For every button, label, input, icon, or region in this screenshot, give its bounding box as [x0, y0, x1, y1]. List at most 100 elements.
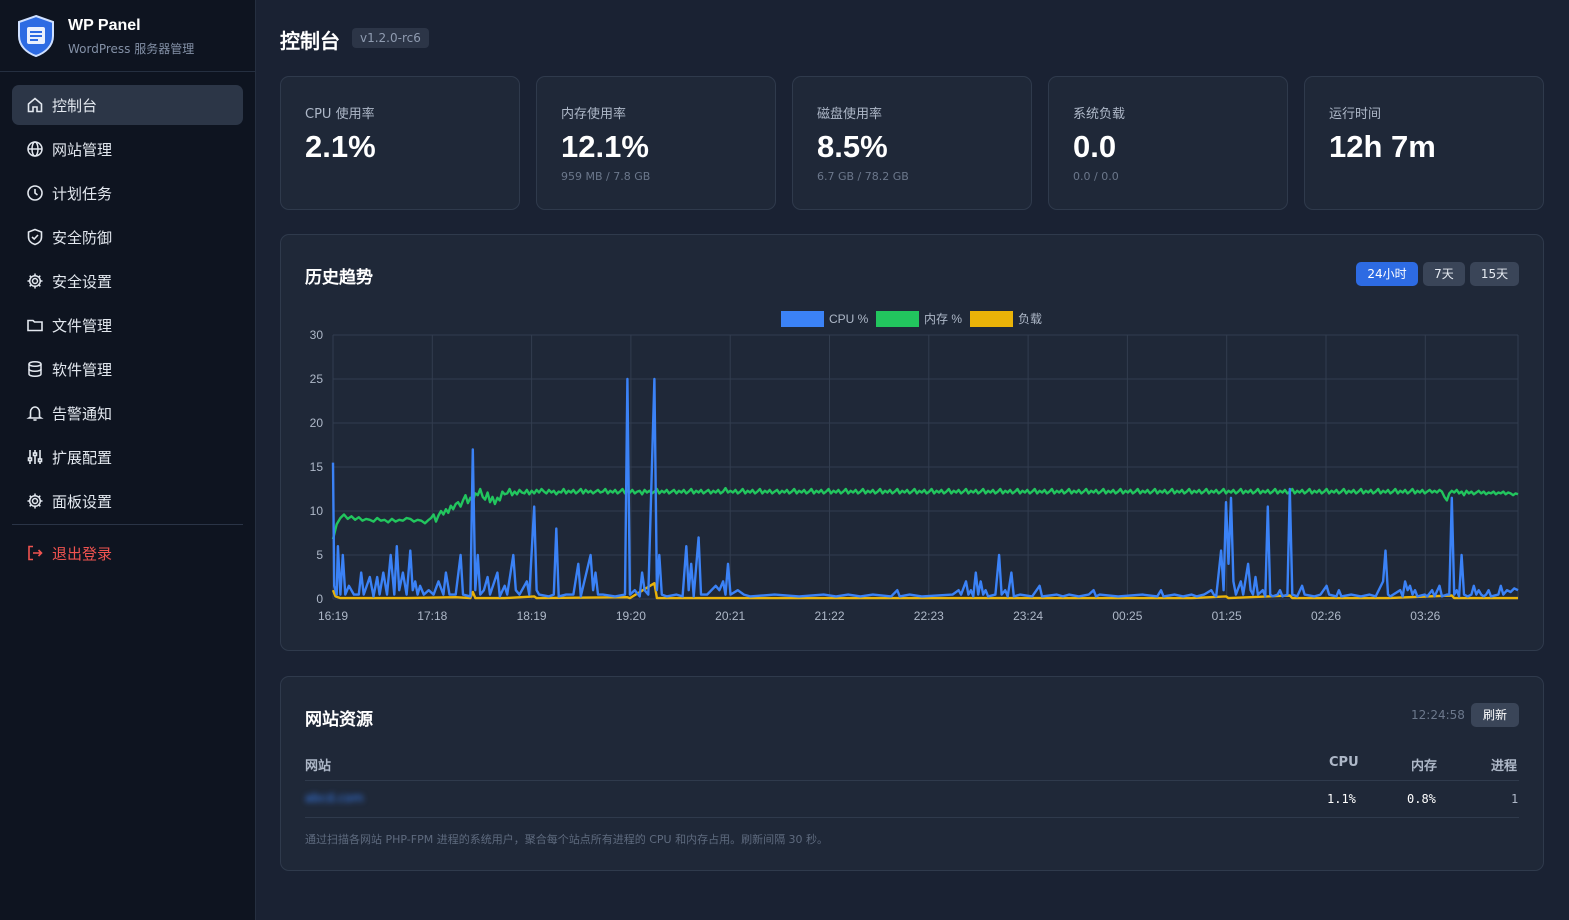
x-tick-label: 18:19 [517, 609, 547, 623]
resources-note: 通过扫描各网站 PHP-FPM 进程的系统用户，聚合每个站点所有进程的 CPU … [305, 833, 829, 846]
range-24h-button[interactable]: 24小时 [1356, 262, 1418, 286]
stat-value: 2.1% [305, 129, 376, 164]
nav-item-label: 安全设置 [52, 272, 113, 291]
y-tick-label: 10 [310, 504, 324, 518]
sidebar: WP Panel WordPress 服务器管理 控制台 网站管理 计划任务 安… [0, 0, 256, 920]
page-title: 控制台 [280, 29, 340, 53]
x-tick-label: 17:18 [417, 609, 447, 623]
history-panel: 历史趋势 24小时 7天 15天 0 5 10 15 20 25 30 16:19 17:18 1… [280, 234, 1544, 651]
y-tick-label: 0 [316, 592, 323, 606]
nav-item-extensions[interactable]: 扩展配置 [12, 437, 243, 477]
site-link[interactable]: abcd.com [305, 791, 364, 805]
nav-item-label: 文件管理 [52, 316, 113, 335]
nav-item-label: 控制台 [52, 96, 98, 115]
logout-icon [28, 545, 43, 561]
brand-subtitle: WordPress 服务器管理 [68, 42, 195, 56]
resources-title: 网站资源 [305, 710, 373, 730]
trend-chart: 0 5 10 15 20 25 30 16:19 17:18 18:19 19:20 20:21 21:… [310, 311, 1519, 623]
sliders-icon [27, 450, 43, 464]
legend-swatch [876, 311, 919, 327]
stat-card-cpu: CPU 使用率 2.1% [280, 76, 520, 210]
stat-label: 内存使用率 [561, 107, 627, 122]
x-tick-label: 03:26 [1410, 609, 1440, 623]
y-tick-label: 30 [310, 328, 324, 342]
range-15d-button[interactable]: 15天 [1470, 262, 1519, 286]
nav-item-security-settings[interactable]: 安全设置 [12, 261, 243, 301]
database-icon [28, 360, 42, 378]
legend-swatch [970, 311, 1013, 327]
nav-item-alerts[interactable]: 告警通知 [12, 393, 243, 433]
clock-icon [27, 185, 43, 201]
column-header-site: 网站 [305, 759, 332, 774]
legend-label: 内存 % [924, 312, 962, 326]
stat-value: 12h 7m [1329, 129, 1436, 164]
column-header-cpu: CPU [1329, 755, 1359, 770]
legend-label: CPU % [829, 312, 869, 326]
gear-icon [27, 493, 43, 509]
y-tick-label: 20 [310, 416, 324, 430]
series-line [331, 582, 1518, 600]
nav-item-label: 扩展配置 [52, 448, 113, 467]
site-cpu-value: 1.1% [1327, 792, 1356, 806]
stat-card-memory: 内存使用率 12.1% 959 MB / 7.8 GB [536, 76, 776, 210]
nav-item-cron[interactable]: 计划任务 [12, 173, 243, 213]
gear-icon [27, 273, 43, 289]
bell-icon [26, 406, 44, 421]
y-tick-label: 15 [310, 460, 324, 474]
y-tick-label: 5 [316, 548, 323, 562]
site-process-value: 1 [1511, 792, 1519, 806]
shield-logo-icon [18, 14, 54, 58]
stat-label: 磁盘使用率 [817, 107, 883, 122]
site-memory-value: 0.8% [1407, 792, 1436, 806]
legend-swatch [781, 311, 824, 327]
stat-card-load: 系统负载 0.0 0.0 / 0.0 [1048, 76, 1288, 210]
stat-sub: 6.7 GB / 78.2 GB [817, 170, 909, 183]
brand: WP Panel WordPress 服务器管理 [0, 0, 256, 72]
stat-label: CPU 使用率 [305, 107, 375, 122]
x-tick-label: 16:19 [318, 609, 348, 623]
range-7d-button[interactable]: 7天 [1423, 262, 1465, 286]
nav-item-label: 面板设置 [52, 492, 113, 511]
stat-value: 0.0 [1073, 129, 1117, 164]
x-tick-label: 21:22 [814, 609, 844, 623]
stat-card-disk: 磁盘使用率 8.5% 6.7 GB / 78.2 GB [792, 76, 1032, 210]
logout-label: 退出登录 [52, 544, 113, 563]
logout-button[interactable]: 退出登录 [12, 533, 243, 573]
nav-item-sites[interactable]: 网站管理 [12, 129, 243, 169]
stat-label: 系统负载 [1073, 107, 1126, 122]
stat-value: 8.5% [817, 129, 888, 164]
stat-sub: 959 MB / 7.8 GB [561, 170, 651, 183]
folder-icon [27, 319, 43, 332]
nav-item-panel-settings[interactable]: 面板设置 [12, 481, 243, 521]
nav-item-security-defense[interactable]: 安全防御 [12, 217, 243, 257]
nav-item-label: 告警通知 [52, 404, 113, 423]
x-tick-label: 00:25 [1112, 609, 1142, 623]
updated-time: 12:24:58 [1411, 708, 1465, 722]
series-line [331, 377, 1519, 598]
x-tick-label: 23:24 [1013, 609, 1043, 623]
nav-item-dashboard[interactable]: 控制台 [12, 85, 243, 125]
x-tick-label: 22:23 [914, 609, 944, 623]
nav-item-software[interactable]: 软件管理 [12, 349, 243, 389]
column-header-memory: 内存 [1411, 759, 1438, 774]
nav-item-label: 网站管理 [52, 140, 113, 159]
history-title: 历史趋势 [305, 268, 373, 288]
x-tick-label: 02:26 [1311, 609, 1341, 623]
brand-title: WP Panel [68, 17, 141, 34]
nav-item-files[interactable]: 文件管理 [12, 305, 243, 345]
stat-value: 12.1% [561, 129, 649, 164]
row-divider [305, 817, 1519, 818]
refresh-button[interactable]: 刷新 [1471, 703, 1519, 727]
resources-panel: 网站资源 12:24:58 刷新 网站 CPU 内存 进程 abcd.com 1… [280, 676, 1544, 871]
stat-label: 运行时间 [1329, 107, 1382, 122]
nav-item-label: 安全防御 [52, 228, 113, 247]
x-tick-label: 01:25 [1212, 609, 1242, 623]
globe-icon [27, 141, 43, 157]
y-tick-label: 25 [310, 372, 324, 386]
series-line [331, 486, 1519, 540]
header-divider [305, 780, 1519, 781]
x-tick-label: 20:21 [715, 609, 745, 623]
home-icon [27, 97, 43, 113]
nav-item-label: 计划任务 [52, 184, 113, 203]
stat-card-uptime: 运行时间 12h 7m [1304, 76, 1544, 210]
